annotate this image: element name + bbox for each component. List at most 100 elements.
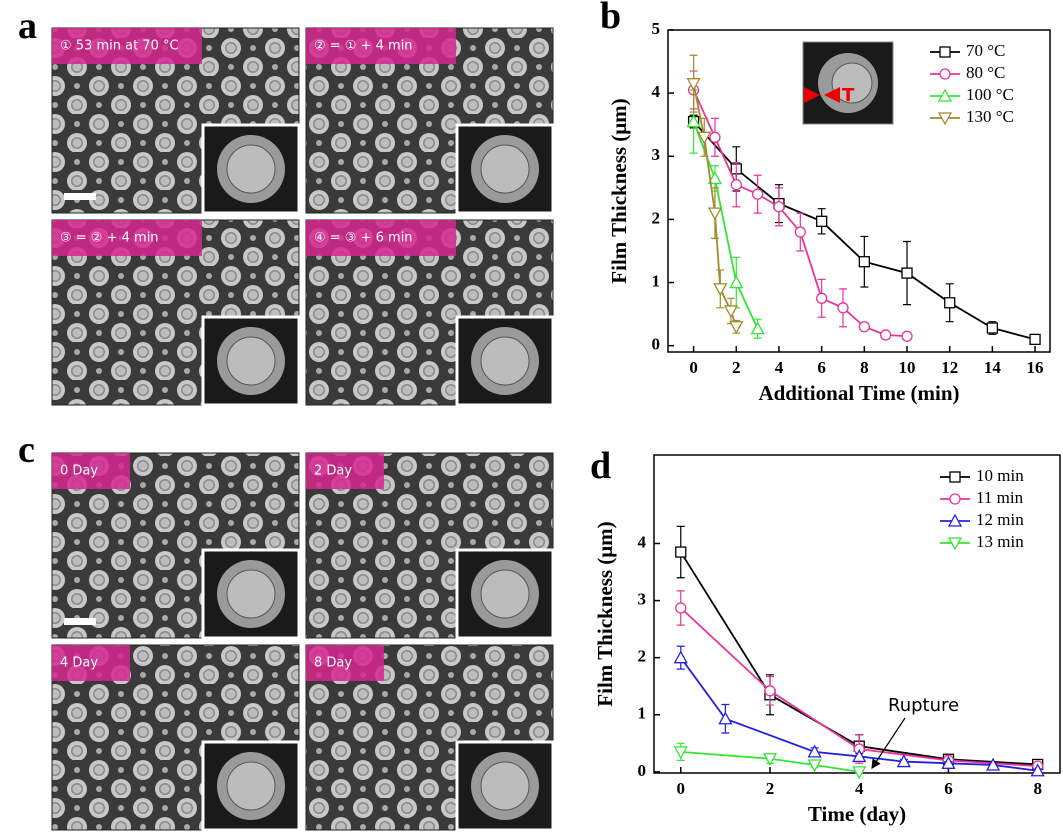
data-point xyxy=(723,305,739,319)
image-label: 8 Day xyxy=(314,656,352,671)
series-line xyxy=(680,750,860,773)
image-label: ③ = ② + 4 min xyxy=(60,231,159,246)
x-tick-label: 6 xyxy=(817,358,826,377)
annotation: Rupture xyxy=(888,695,959,716)
legend-marker xyxy=(949,493,961,505)
data-point xyxy=(901,330,913,342)
inset-core xyxy=(480,144,530,194)
data-point xyxy=(858,256,870,268)
data-point xyxy=(941,755,956,769)
data-point xyxy=(707,171,723,185)
x-tick-label: 0 xyxy=(677,779,686,798)
data-point xyxy=(729,275,744,289)
data-point xyxy=(750,321,765,335)
data-point xyxy=(807,744,822,758)
data-point xyxy=(858,321,870,333)
x-tick-label: 14 xyxy=(984,358,1002,377)
x-tick-label: 4 xyxy=(855,779,864,798)
legend-label: 80 °C xyxy=(966,63,1005,82)
data-point xyxy=(709,131,721,143)
y-axis-title: Film Thickness (μm) xyxy=(607,98,631,283)
y-tick-label: 2 xyxy=(652,208,661,227)
data-point xyxy=(673,650,688,664)
data-point xyxy=(707,207,723,221)
y-tick-label: 1 xyxy=(652,271,661,290)
label-box xyxy=(52,220,202,256)
inset-core xyxy=(226,144,276,194)
x-tick-label: 8 xyxy=(1033,779,1042,798)
x-tick-label: 16 xyxy=(1027,358,1044,377)
legend-label: 10 min xyxy=(976,466,1024,485)
label-box xyxy=(52,453,130,489)
y-tick-label: 4 xyxy=(638,532,647,551)
data-point xyxy=(675,602,687,614)
panel-letter: d xyxy=(590,445,611,487)
data-point xyxy=(807,759,822,773)
data-point xyxy=(816,292,828,304)
x-tick-label: 2 xyxy=(732,358,741,377)
x-tick-label: 12 xyxy=(941,358,958,377)
y-tick-label: 3 xyxy=(652,145,661,164)
x-tick-label: 4 xyxy=(775,358,784,377)
inset-core xyxy=(831,62,873,104)
legend-label: 12 min xyxy=(976,510,1024,529)
data-point xyxy=(730,179,742,191)
scale-bar xyxy=(64,193,96,200)
label-box xyxy=(306,453,384,489)
data-point xyxy=(729,321,744,335)
image-label: ② = ① + 4 min xyxy=(314,39,413,54)
inset-core xyxy=(480,336,530,386)
inset-core xyxy=(226,336,276,386)
image-label: ④ = ③ + 6 min xyxy=(314,231,413,246)
data-point xyxy=(675,546,687,558)
data-point xyxy=(1030,763,1045,777)
panel-letter: a xyxy=(18,5,37,47)
legend-marker xyxy=(939,68,951,80)
data-point xyxy=(713,283,728,297)
y-axis-title: Film Thickness (μm) xyxy=(593,521,617,706)
series-line xyxy=(692,120,1036,341)
x-tick-label: 0 xyxy=(689,358,698,377)
legend-marker xyxy=(947,513,963,527)
data-point xyxy=(985,757,1001,771)
data-point xyxy=(751,188,764,200)
data-point xyxy=(852,766,867,780)
image-label: ① 53 min at 70 °C xyxy=(60,39,179,54)
data-point xyxy=(686,78,701,92)
x-tick-label: 2 xyxy=(766,779,775,798)
data-point xyxy=(880,329,892,341)
data-point xyxy=(816,215,828,227)
x-tick-label: 6 xyxy=(944,779,953,798)
data-point xyxy=(944,297,956,309)
label-box xyxy=(306,220,456,256)
data-point xyxy=(686,114,701,128)
label-box xyxy=(306,28,456,64)
data-point xyxy=(986,322,999,334)
series-line xyxy=(692,121,759,330)
inset-core xyxy=(226,569,276,619)
scale-bar xyxy=(64,618,96,625)
x-tick-label: 8 xyxy=(860,358,869,377)
legend-label: 130 °C xyxy=(966,107,1014,126)
data-point xyxy=(896,754,911,768)
data-point xyxy=(773,201,785,213)
x-axis-title: Time (day) xyxy=(808,802,906,826)
inset-core xyxy=(480,569,530,619)
legend-label: 70 °C xyxy=(966,41,1005,60)
data-point xyxy=(697,131,712,145)
image-label: 0 Day xyxy=(60,464,98,479)
data-point xyxy=(794,226,806,238)
data-point xyxy=(1029,333,1041,346)
y-tick-label: 5 xyxy=(652,19,661,38)
legend-label: 13 min xyxy=(976,532,1024,551)
legend-marker xyxy=(947,537,963,551)
y-tick-label: 1 xyxy=(638,704,647,723)
label-box xyxy=(52,645,130,681)
x-tick-label: 10 xyxy=(899,358,916,377)
data-point xyxy=(718,711,733,725)
annotation-arrow xyxy=(871,717,906,770)
legend-marker xyxy=(937,88,953,102)
y-tick-label: 0 xyxy=(638,761,647,780)
legend-label: 100 °C xyxy=(966,85,1014,104)
